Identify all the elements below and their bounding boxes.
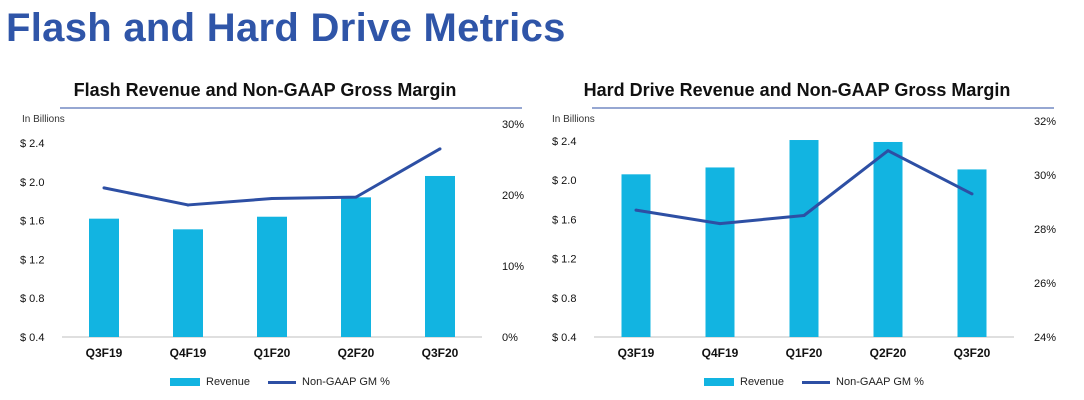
gm-point [886, 149, 890, 153]
x-category-label: Q4F19 [170, 346, 207, 360]
y-right-tick-label: 20% [502, 190, 524, 202]
y-left-tick-label: $ 1.2 [552, 254, 576, 266]
revenue-bar [257, 216, 287, 337]
chart-legend: Revenue Non-GAAP GM % [704, 376, 924, 388]
legend-revenue-swatch [704, 378, 734, 386]
unit-label: In Billions [552, 114, 595, 125]
y-left-tick-label: $ 0.8 [552, 293, 576, 305]
gm-point [438, 147, 442, 151]
x-category-label: Q1F20 [254, 346, 291, 360]
legend-revenue-label: Revenue [740, 376, 785, 388]
gm-point [102, 186, 106, 190]
revenue-bar [789, 140, 819, 337]
x-category-label: Q1F20 [786, 346, 823, 360]
x-category-label: Q2F20 [338, 346, 375, 360]
y-left-tick-label: $ 2.4 [20, 138, 44, 150]
y-right-tick-label: 28% [1034, 224, 1056, 236]
x-category-label: Q4F19 [702, 346, 739, 360]
y-left-tick-label: $ 1.6 [20, 216, 44, 228]
hdd-chart-panel: Hard Drive Revenue and Non-GAAP Gross Ma… [532, 76, 1062, 400]
y-left-tick-label: $ 0.4 [552, 332, 576, 344]
legend-gm-label: Non-GAAP GM % [302, 376, 390, 388]
gm-line [103, 147, 441, 207]
gm-point [270, 197, 274, 201]
legend-gm-label: Non-GAAP GM % [836, 376, 924, 388]
gm-point [186, 203, 190, 207]
x-category-label: Q3F20 [422, 346, 459, 360]
y-right-tick-label: 0% [502, 332, 518, 344]
legend-revenue-swatch [170, 378, 200, 386]
legend-gm-swatch [802, 380, 831, 384]
x-category-label: Q3F19 [86, 346, 123, 360]
chart-title: Hard Drive Revenue and Non-GAAP Gross Ma… [583, 80, 1011, 100]
gm-point [718, 222, 722, 226]
y-left-tick-label: $ 1.2 [20, 254, 44, 266]
revenue-bar [705, 167, 735, 337]
y-left-tick-label: $ 1.6 [552, 214, 576, 226]
gm-point [354, 195, 358, 199]
gm-point [634, 208, 638, 212]
revenue-bar [173, 229, 203, 337]
legend-revenue-label: Revenue [206, 376, 251, 388]
y-left-tick-label: $ 2.0 [20, 177, 44, 189]
y-left-tick-label: $ 0.4 [20, 332, 44, 344]
flash-chart-plot: $ 0.4 $ 0.8 $ 1.2 $ 1.6 $ 2.0 $ 2.4 0% 10% 20% 30… [20, 107, 524, 360]
page-title: Flash and Hard Drive Metrics [6, 6, 566, 50]
revenue-bar [873, 141, 903, 337]
x-category-label: Q3F20 [954, 346, 991, 360]
flash-chart-panel: Flash Revenue and Non-GAAP Gross Margin … [0, 76, 530, 400]
hdd-chart-plot: $ 0.4 $ 0.8 $ 1.2 $ 1.6 $ 2.0 $ 2.4 24% 26% 28% 3… [552, 107, 1056, 360]
chart-legend: Revenue Non-GAAP GM % [170, 376, 390, 388]
y-right-tick-label: 24% [1034, 332, 1056, 344]
y-left-tick-label: $ 0.8 [20, 293, 44, 305]
y-right-tick-label: 26% [1034, 278, 1056, 290]
chart-title: Flash Revenue and Non-GAAP Gross Margin [73, 80, 457, 100]
revenue-bar [425, 175, 455, 337]
revenue-bar [957, 169, 987, 337]
y-left-tick-label: $ 2.4 [552, 136, 576, 148]
y-right-tick-label: 32% [1034, 116, 1056, 128]
y-right-tick-label: 10% [502, 261, 524, 273]
x-category-label: Q2F20 [870, 346, 907, 360]
revenue-bar [341, 197, 371, 337]
x-category-label: Q3F19 [618, 346, 655, 360]
gm-point [802, 214, 806, 217]
y-left-tick-label: $ 2.0 [552, 175, 576, 187]
gm-point [970, 192, 974, 196]
legend-gm-swatch [268, 380, 297, 384]
y-right-tick-label: 30% [1034, 170, 1056, 182]
unit-label: In Billions [22, 114, 65, 125]
revenue-bar [89, 218, 119, 337]
revenue-bar [621, 174, 651, 337]
y-right-tick-label: 30% [502, 119, 524, 131]
